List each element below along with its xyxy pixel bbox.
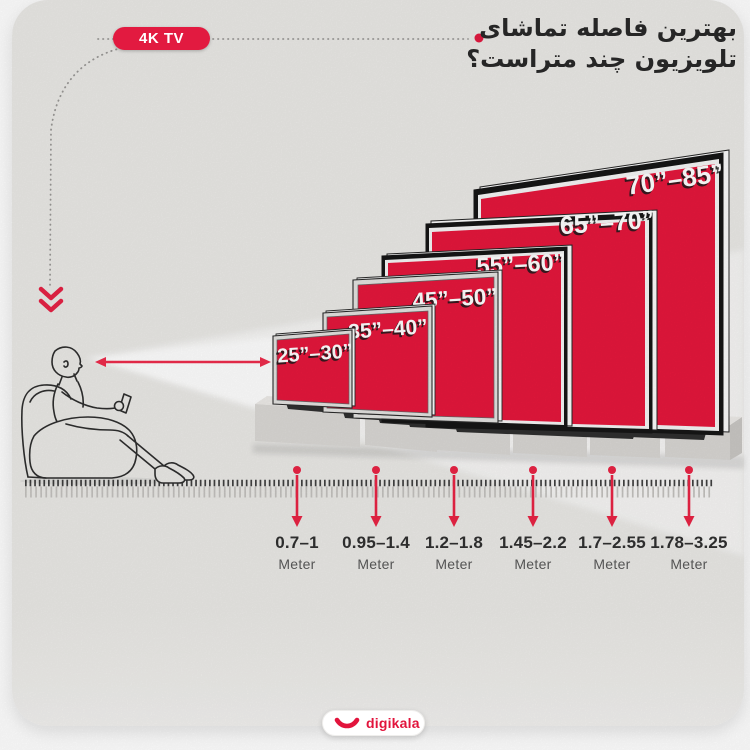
smile-logo-icon [334,717,360,728]
distance-unit: Meter [670,556,708,572]
distance-label-3: 1.2–1.8 Meter [409,533,499,572]
distance-range: 1.45–2.2 [499,533,567,552]
distance-label-5: 1.7–2.55 Meter [567,533,657,572]
distance-range: 1.7–2.55 [578,533,646,552]
distance-unit: Meter [593,556,631,572]
page-title-line1: بهترین فاصله تماشای [479,14,737,42]
distance-range: 0.95–1.4 [342,533,410,552]
distance-label-2: 0.95–1.4 Meter [331,533,421,572]
paper-grain-texture [12,0,744,726]
distance-range: 0.7–1 [275,533,319,552]
distance-range: 1.2–1.8 [424,533,484,552]
distance-unit: Meter [357,556,395,572]
page-title: بهترین فاصله تماشای تلویزیون چند متراست؟ [466,13,737,75]
4k-tv-badge: 4K TV [113,27,210,50]
digikala-logo-text: digikala [366,715,420,731]
distance-unit: Meter [514,556,552,572]
distance-unit: Meter [435,556,473,572]
distance-range: 1.78–3.25 [650,533,728,552]
distance-label-6: 1.78–3.25 Meter [644,533,734,572]
digikala-logo: digikala [322,710,425,736]
distance-unit: Meter [278,556,316,572]
distance-label-4: 1.45–2.2 Meter [488,533,578,572]
distance-label-1: 0.7–1 Meter [252,533,342,572]
page-title-line2: تلویزیون چند متراست؟ [466,45,737,73]
